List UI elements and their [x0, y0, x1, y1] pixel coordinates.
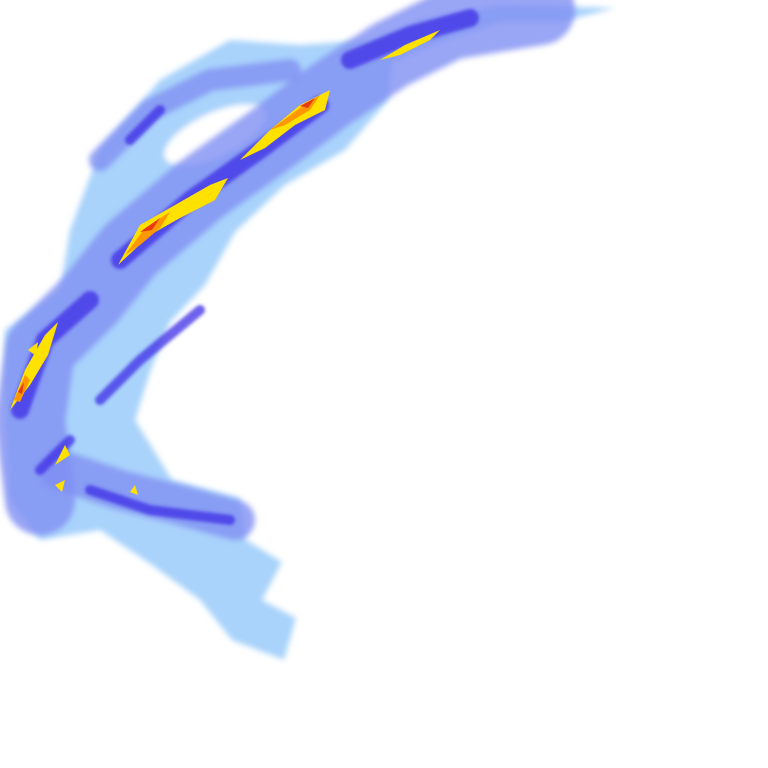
intense-precipitation-cores [10, 30, 440, 495]
